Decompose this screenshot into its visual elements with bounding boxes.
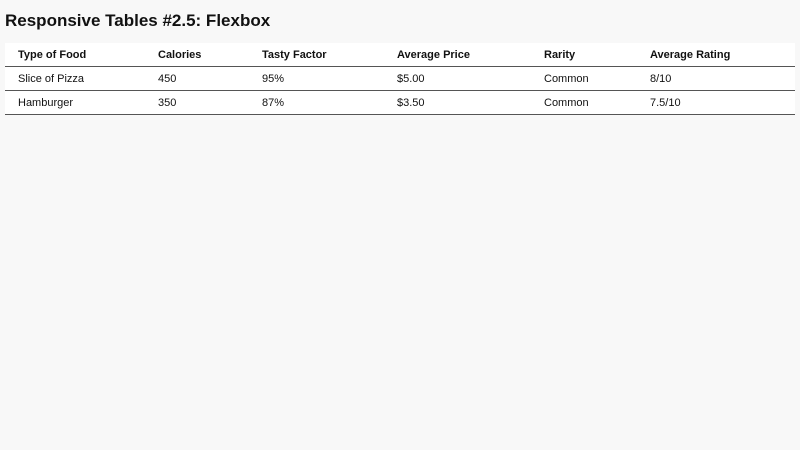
cell-average-price: $5.00 [397,72,425,85]
header-tasty-factor: Tasty Factor [262,48,327,61]
header-type-of-food: Type of Food [18,48,87,61]
cell-average-rating: 8/10 [650,72,672,85]
food-table: Type of Food Calories Tasty Factor Avera… [5,43,795,115]
header-calories: Calories [158,48,202,61]
cell-type-of-food: Slice of Pizza [18,72,85,85]
cell-calories: 350 [158,96,177,109]
cell-rarity: Common [544,72,589,85]
table-row: Hamburger 350 87% $3.50 Common 7.5/10 [5,91,795,115]
table-row: Slice of Pizza 450 95% $5.00 Common 8/10 [5,67,795,91]
cell-type-of-food: Hamburger [18,96,74,109]
header-rarity: Rarity [544,48,576,61]
cell-rarity: Common [544,96,589,109]
cell-average-rating: 7.5/10 [650,96,681,109]
cell-calories: 450 [158,72,177,85]
cell-average-price: $3.50 [397,96,425,109]
page-title: Responsive Tables #2.5: Flexbox [5,11,271,30]
cell-tasty-factor: 87% [262,96,285,109]
header-average-rating: Average Rating [650,48,731,61]
header-average-price: Average Price [397,48,470,61]
cell-tasty-factor: 95% [262,72,285,85]
table-header-row: Type of Food Calories Tasty Factor Avera… [5,43,795,67]
